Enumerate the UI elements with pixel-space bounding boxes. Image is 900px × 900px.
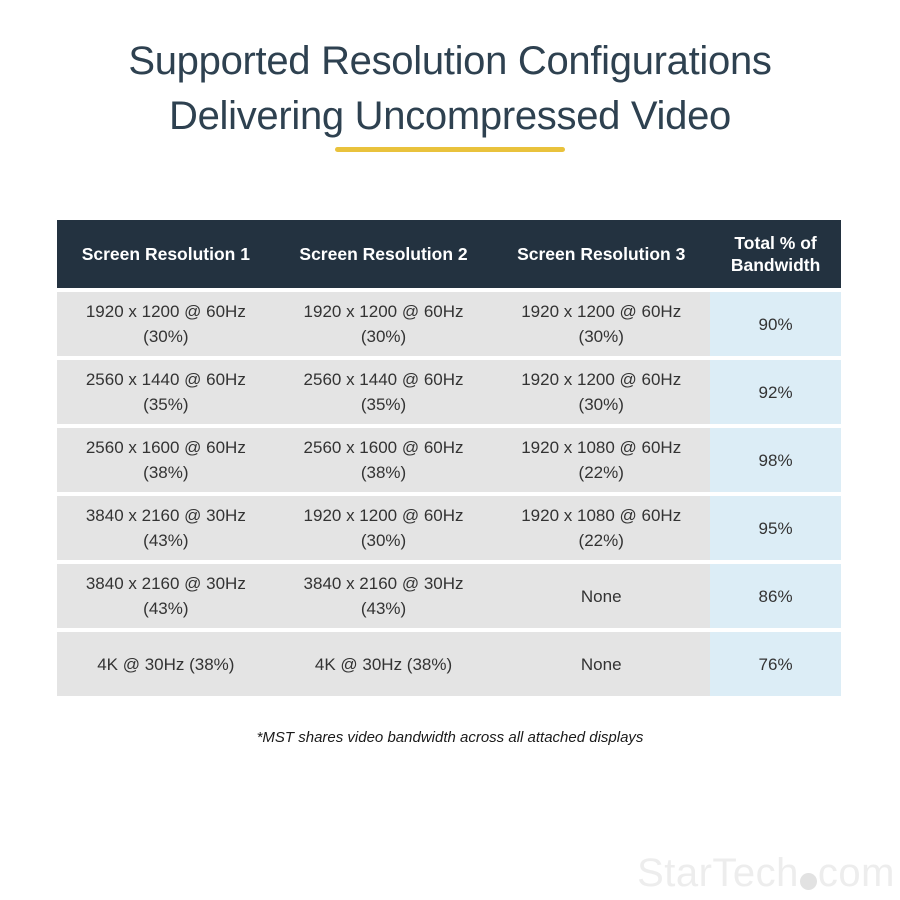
cell-line: 1920 x 1200 @ 60Hz: [85, 302, 246, 321]
table-row: 3840 x 2160 @ 30Hz (43%) 3840 x 2160 @ 3…: [57, 564, 842, 628]
page-title-line-2: Delivering Uncompressed Video: [169, 94, 731, 138]
table-cell-bandwidth: 98%: [710, 428, 842, 492]
cell-line: None: [580, 586, 622, 606]
cell-line: 1920 x 1080 @ 60Hz: [521, 506, 682, 525]
watermark-suffix: com: [817, 851, 895, 895]
cell-line: 4K @ 30Hz (38%): [97, 654, 235, 674]
cell-line: 2560 x 1600 @ 60Hz: [85, 438, 246, 457]
cell-line: (38%): [360, 463, 407, 482]
cell-line: 98%: [758, 450, 793, 470]
resolution-configurations-table: Screen Resolution 1 Screen Resolution 2 …: [57, 220, 842, 696]
cell-line: (43%): [360, 599, 407, 618]
cell-line: 92%: [758, 382, 793, 402]
cell-line: (35%): [360, 395, 407, 414]
cell-line: 2560 x 1440 @ 60Hz: [303, 370, 464, 389]
watermark-dot-icon: [799, 873, 817, 890]
table-cell-resolution: 2560 x 1600 @ 60Hz (38%): [274, 428, 493, 492]
cell-line: (22%): [578, 463, 624, 482]
cell-line: None: [580, 654, 622, 674]
table-row: 3840 x 2160 @ 30Hz (43%) 1920 x 1200 @ 6…: [57, 496, 842, 560]
table-row: 2560 x 1440 @ 60Hz (35%) 2560 x 1440 @ 6…: [57, 360, 842, 424]
cell-line: 76%: [758, 654, 793, 674]
cell-line: (38%): [143, 463, 189, 482]
cell-line: 4K @ 30Hz (38%): [314, 654, 453, 674]
column-header-screen-resolution-2: Screen Resolution 2: [299, 244, 468, 264]
cell-line: 2560 x 1600 @ 60Hz: [303, 438, 464, 457]
table-cell-resolution: 1920 x 1200 @ 60Hz (30%): [57, 292, 275, 356]
table-cell-resolution: 4K @ 30Hz (38%): [57, 632, 275, 696]
cell-line: 1920 x 1200 @ 60Hz: [521, 370, 682, 389]
cell-line: (30%): [360, 327, 407, 346]
table-cell-bandwidth: 86%: [710, 564, 842, 628]
table-cell-resolution: 1920 x 1080 @ 60Hz (22%): [492, 496, 711, 560]
table-cell-resolution: 1920 x 1200 @ 60Hz (30%): [492, 292, 711, 356]
table-cell-resolution: 1920 x 1200 @ 60Hz (30%): [274, 496, 493, 560]
table-cell-bandwidth: 92%: [710, 360, 842, 424]
cell-line: (43%): [143, 531, 189, 550]
column-header-screen-resolution-1: Screen Resolution 1: [81, 244, 250, 264]
cell-line: 2560 x 1440 @ 60Hz: [85, 370, 246, 389]
table-cell-resolution: 3840 x 2160 @ 30Hz (43%): [274, 564, 493, 628]
title-underline-accent: [335, 147, 565, 152]
table-header-row: Screen Resolution 1 Screen Resolution 2 …: [57, 220, 841, 288]
cell-line: (35%): [143, 395, 189, 414]
cell-line: 1920 x 1200 @ 60Hz: [521, 302, 682, 321]
table-cell-resolution: None: [492, 632, 711, 696]
table-cell-bandwidth: 76%: [710, 632, 842, 696]
column-header-total-bandwidth: Total % of Bandwidth: [730, 233, 821, 275]
cell-line: 3840 x 2160 @ 30Hz: [85, 574, 246, 593]
table-cell-resolution: 2560 x 1440 @ 60Hz (35%): [274, 360, 493, 424]
column-header-screen-resolution-3: Screen Resolution 3: [517, 244, 686, 264]
table-cell-resolution: None: [492, 564, 711, 628]
page-title: Supported Resolution Configurations Deli…: [0, 34, 900, 144]
cell-line: 86%: [758, 586, 793, 606]
table-row: 4K @ 30Hz (38%) 4K @ 30Hz (38%) None 76%: [57, 632, 842, 696]
table-cell-resolution: 3840 x 2160 @ 30Hz (43%): [57, 564, 275, 628]
watermark-prefix: StarTech: [637, 851, 799, 895]
cell-line: 3840 x 2160 @ 30Hz: [303, 574, 464, 593]
cell-line: 1920 x 1080 @ 60Hz: [521, 438, 682, 457]
table-row: 1920 x 1200 @ 60Hz (30%) 1920 x 1200 @ 6…: [57, 292, 842, 356]
cell-line: 3840 x 2160 @ 30Hz: [85, 506, 246, 525]
cell-line: 95%: [758, 518, 793, 538]
cell-line: (22%): [578, 531, 624, 550]
cell-line: 90%: [758, 314, 793, 334]
table-cell-bandwidth: 95%: [710, 496, 842, 560]
table-row: 2560 x 1600 @ 60Hz (38%) 2560 x 1600 @ 6…: [57, 428, 842, 492]
mst-footnote: *MST shares video bandwidth across all a…: [256, 729, 644, 746]
cell-line: 1920 x 1200 @ 60Hz: [303, 302, 464, 321]
table-cell-resolution: 1920 x 1080 @ 60Hz (22%): [492, 428, 711, 492]
table-cell-resolution: 4K @ 30Hz (38%): [274, 632, 493, 696]
table-cell-resolution: 2560 x 1440 @ 60Hz (35%): [57, 360, 275, 424]
cell-line: (30%): [143, 327, 189, 346]
table-cell-resolution: 3840 x 2160 @ 30Hz (43%): [57, 496, 275, 560]
cell-line: (30%): [360, 531, 407, 550]
cell-line: (43%): [143, 599, 189, 618]
cell-line: (30%): [578, 395, 624, 414]
table-cell-resolution: 1920 x 1200 @ 60Hz (30%): [492, 360, 711, 424]
startech-watermark: StarTech com: [637, 851, 895, 896]
page-title-line-1: Supported Resolution Configurations: [128, 39, 772, 83]
table-cell-resolution: 2560 x 1600 @ 60Hz (38%): [57, 428, 275, 492]
cell-line: 1920 x 1200 @ 60Hz: [303, 506, 464, 525]
table-cell-resolution: 1920 x 1200 @ 60Hz (30%): [274, 292, 493, 356]
table-cell-bandwidth: 90%: [710, 292, 842, 356]
cell-line: (30%): [578, 327, 624, 346]
